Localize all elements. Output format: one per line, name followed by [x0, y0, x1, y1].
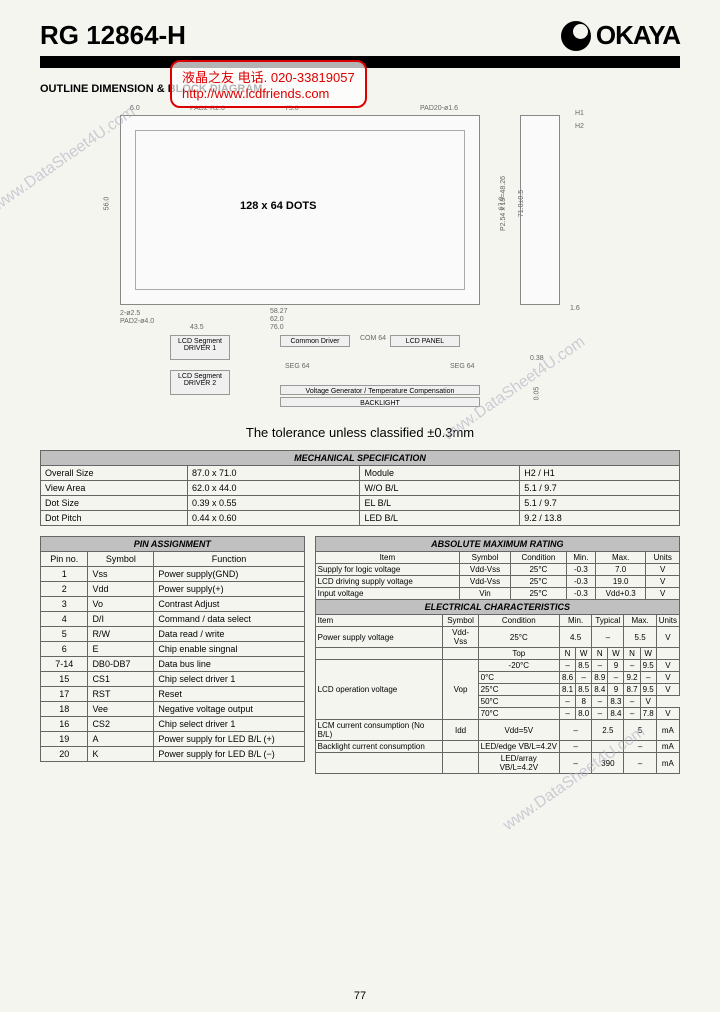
table-row: Supply for logic voltageVdd-Vss25°C-0.37…	[315, 564, 679, 576]
table-row: 6EChip enable singnal	[41, 642, 305, 657]
diagram-area: 128 x 64 DOTS PAD2-R2.0 75.0 6.0 PAD20-ø…	[40, 105, 680, 415]
pin-assignment-table: PIN ASSIGNMENT Pin no.SymbolFunction 1Vs…	[40, 536, 305, 762]
table-row: 15CS1Chip select driver 1	[41, 672, 305, 687]
dim-h2: H2	[575, 123, 584, 130]
logo: OKAYA	[561, 20, 680, 51]
table-row: 1VssPower supply(GND)	[41, 567, 305, 582]
table-row: 3VoContrast Adjust	[41, 597, 305, 612]
abs-max-table: ABSOLUTE MAXIMUM RATING ItemSymbolCondit…	[315, 536, 680, 600]
header: RG 12864-H OKAYA	[40, 20, 680, 51]
part-number: RG 12864-H	[40, 20, 186, 51]
dim-pitch: P2.54 x 19=48.26	[500, 176, 507, 231]
watermark-line2: http://www.lcdfriends.com	[182, 86, 355, 101]
mechanical-spec-table: MECHANICAL SPECIFICATION Overall Size87.…	[40, 450, 680, 526]
table-row: 4D/ICommand / data select	[41, 612, 305, 627]
dots-label: 128 x 64 DOTS	[240, 200, 316, 212]
dim-th16: 1.6	[570, 305, 580, 312]
table-row: LCD driving supply voltageVdd-Vss25°C-0.…	[315, 576, 679, 588]
dim-w5827: 58.27	[270, 308, 288, 315]
table-row: 18VeeNegative voltage output	[41, 702, 305, 717]
common-box: Common Driver	[280, 335, 350, 347]
table-row: Dot Pitch0.44 x 0.60LED B/L9.2 / 13.8	[41, 511, 680, 526]
watermark-line1: 液晶之友 电话. 020-33819057	[182, 67, 355, 86]
table-row: 19APower supply for LED B/L (+)	[41, 732, 305, 747]
com64: COM 64	[360, 335, 386, 342]
table-row: View Area62.0 x 44.0W/O B/L5.1 / 9.7	[41, 481, 680, 496]
dim055: 0.05	[533, 387, 540, 401]
driver1-box: LCD Segment DRIVER 1	[170, 335, 230, 360]
table-row: 5R/WData read / write	[41, 627, 305, 642]
elec-title: ELECTRICAL CHARACTERISTICS	[315, 600, 679, 615]
dim-h56: 56.0	[103, 197, 110, 211]
voltage-box: Voltage Generator / Temperature Compensa…	[280, 385, 480, 395]
side-panel	[520, 115, 560, 305]
table-row: LCD operation voltageVop-20°C–8.5–9–9.5V	[315, 660, 679, 672]
panel-box: LCD PANEL	[390, 335, 460, 347]
dim-pad2d: PAD2-ø4.0	[120, 318, 154, 325]
table-row: 2VddPower supply(+)	[41, 582, 305, 597]
okaya-logo-icon	[561, 21, 591, 51]
table-row: 17RSTReset	[41, 687, 305, 702]
dim-h71: 71.0±0.5	[518, 190, 525, 217]
dim-h1: H1	[575, 110, 584, 117]
dim-pad2c: 2-ø2.5	[120, 310, 140, 317]
seg64r: SEG 64	[450, 363, 475, 370]
tolerance-note: The tolerance unless classified ±0.3mm	[40, 425, 680, 440]
table-row: LED/array VB/L=4.2V–390–mA	[315, 753, 679, 774]
seg64: SEG 64	[285, 363, 310, 370]
dim-w435: 43.5	[190, 324, 204, 331]
bottom-row: PIN ASSIGNMENT Pin no.SymbolFunction 1Vs…	[40, 536, 680, 774]
table-row: Dot Size0.39 x 0.55EL B/L5.1 / 9.7	[41, 496, 680, 511]
table-row: Input voltageVin25°C-0.3Vdd+0.3V	[315, 588, 679, 600]
table-row: 20KPower supply for LED B/L (−)	[41, 747, 305, 762]
dim-w62: 62.0	[270, 316, 284, 323]
backlight-box: BACKLIGHT	[280, 397, 480, 407]
abs-title: ABSOLUTE MAXIMUM RATING	[315, 537, 679, 552]
table-row: 7-14DB0-DB7Data bus line	[41, 657, 305, 672]
driver2-box: LCD Segment DRIVER 2	[170, 370, 230, 395]
dim-pad20: PAD20-ø1.6	[420, 105, 458, 112]
watermark-overlay: 液晶之友 电话. 020-33819057 http://www.lcdfrie…	[170, 60, 367, 108]
page-number: 77	[354, 990, 366, 1002]
table-row: Overall Size87.0 x 71.0ModuleH2 / H1	[41, 466, 680, 481]
logo-text: OKAYA	[596, 20, 680, 51]
dim-w76: 76.0	[270, 324, 284, 331]
mech-title: MECHANICAL SPECIFICATION	[41, 451, 680, 466]
pin-title: PIN ASSIGNMENT	[41, 537, 305, 552]
table-row: 16CS2Chip select driver 1	[41, 717, 305, 732]
